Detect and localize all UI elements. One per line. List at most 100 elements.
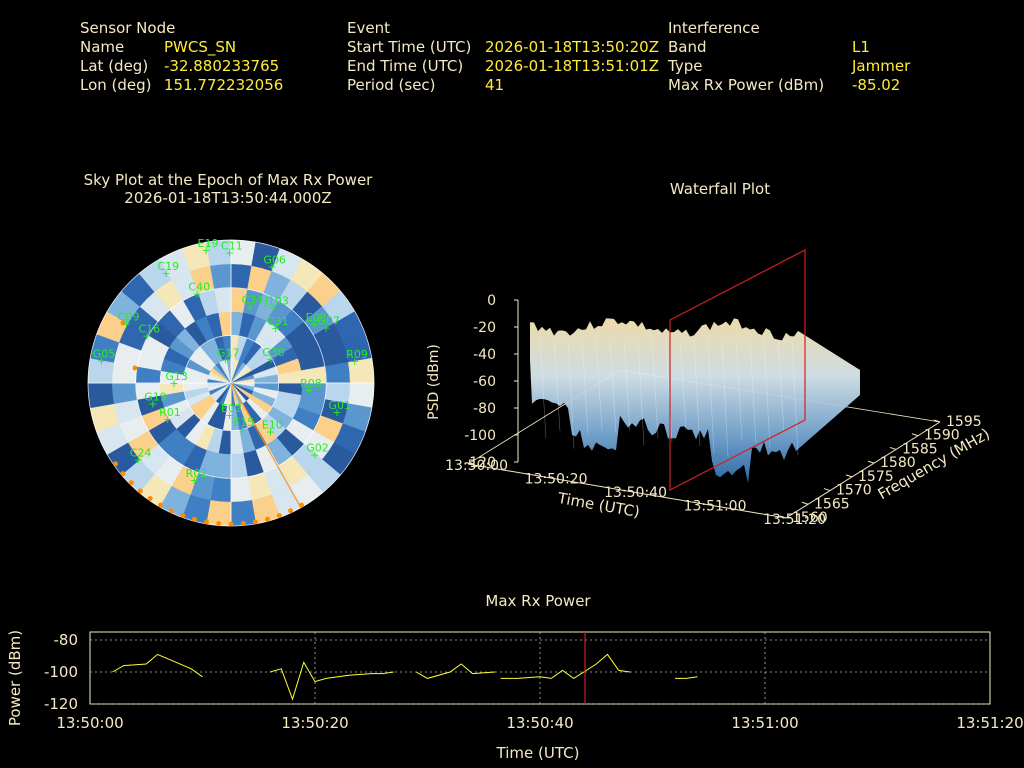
- sky-cell: [87, 382, 114, 409]
- interference-row: Band L1: [668, 38, 968, 57]
- satellite-id: C31: [267, 315, 289, 328]
- satellite-plus: +: [304, 384, 313, 397]
- satellite-id: G30: [262, 346, 285, 359]
- sensor-node-row: Lon (deg) 151.772232056: [80, 76, 340, 95]
- sky-jammer-point: [120, 471, 126, 477]
- power-series-line: [500, 653, 631, 680]
- waterfall-z-tick-label: -80: [473, 401, 496, 417]
- waterfall-z-tick-label: -100: [464, 428, 496, 444]
- waterfall-ridge: [581, 339, 589, 434]
- waterfall-ridge: [539, 339, 547, 439]
- waterfall-ridge: [791, 339, 799, 456]
- power-chart-x-tick-label: 13:50:40: [506, 714, 573, 732]
- interference-value: Jammer: [852, 57, 911, 75]
- waterfall-ridge: [777, 339, 785, 433]
- waterfall-marker-plane: [669, 249, 806, 491]
- event-value: 2026-01-18T13:51:01Z: [485, 57, 659, 75]
- satellite-plus: +: [266, 353, 275, 366]
- sky-jammer-point: [120, 320, 126, 326]
- satellite-marker: +C11: [221, 240, 243, 260]
- jammer-direction-line: [230, 382, 302, 509]
- satellite-plus: +: [97, 354, 106, 367]
- event-row: End Time (UTC) 2026-01-18T13:51:01Z: [347, 57, 667, 76]
- waterfall-time-tick-label: 13:50:20: [525, 472, 588, 488]
- interference-row: Max Rx Power (dBm) -85.02: [668, 76, 968, 95]
- satellite-plus: +: [134, 454, 143, 467]
- waterfall-ridge: [567, 339, 575, 449]
- sky-jammer-point: [299, 502, 304, 508]
- satellite-plus: +: [350, 355, 359, 368]
- satellite-plus: +: [332, 406, 341, 419]
- waterfall-freq-tick: [779, 515, 787, 519]
- waterfall-z-tick-label: 0: [487, 293, 496, 309]
- satellite-id: E15: [233, 416, 254, 429]
- satellite-plus: +: [237, 423, 246, 436]
- satellite-plus: +: [169, 377, 178, 390]
- interference-label: Type: [668, 57, 703, 75]
- satellite-plus: +: [266, 426, 275, 439]
- waterfall-ridge: [637, 339, 645, 446]
- satellite-id: C16: [138, 322, 160, 335]
- satellite-plus: +: [271, 322, 280, 335]
- sky-jammer-point: [264, 516, 270, 522]
- power-series-line: [112, 653, 203, 678]
- satellite-id: E10: [262, 419, 283, 432]
- power-chart-x-tick-label: 13:51:20: [956, 714, 1023, 732]
- power-chart-y-label: Power (dBm): [6, 630, 24, 726]
- satellite-plus: +: [190, 474, 199, 487]
- event-header: Event: [347, 19, 390, 37]
- sky-jammer-point: [128, 480, 134, 486]
- satellite-plus: +: [310, 448, 319, 461]
- satellite-id: C24: [130, 447, 152, 460]
- satellite-id: G19: [144, 391, 167, 404]
- satellite-marker: +C19: [157, 260, 179, 280]
- sky-jammer-point: [132, 365, 138, 371]
- waterfall-ridge: [665, 339, 673, 444]
- interference-header: Interference: [668, 19, 760, 37]
- satellite-plus: +: [202, 244, 211, 257]
- satellite-marker: +G19: [144, 391, 167, 411]
- waterfall-freq-tick: [911, 433, 919, 437]
- sky-jammer-point: [180, 512, 186, 518]
- sky-jammer-point: [288, 508, 294, 514]
- satellite-marker: +E08: [306, 311, 327, 331]
- event-value: 2026-01-18T13:50:20Z: [485, 38, 659, 56]
- event-label: Period (sec): [347, 76, 436, 94]
- event-row: Start Time (UTC) 2026-01-18T13:50:20Z: [347, 38, 667, 57]
- sensor-node-value: 151.772232056: [164, 76, 284, 94]
- satellite-plus: +: [148, 398, 157, 411]
- satellite-id: C19: [157, 260, 179, 273]
- satellite-plus: +: [225, 409, 234, 422]
- waterfall-freq-tick: [845, 474, 853, 478]
- sensor-node-value: -32.880233765: [164, 57, 280, 75]
- waterfall-time-tick-label: 13:51:20: [763, 512, 826, 528]
- satellite-marker: +G17: [217, 347, 240, 367]
- skyplot-title: Sky Plot at the Epoch of Max Rx Power 20…: [28, 171, 428, 207]
- event-info: Event Start Time (UTC) 2026-01-18T13:50:2…: [347, 19, 667, 95]
- event-value: 41: [485, 76, 505, 94]
- sky-cell: [348, 382, 375, 409]
- waterfall-ridge: [679, 339, 687, 431]
- skyplot-title-line2: 2026-01-18T13:50:44.000Z: [124, 189, 332, 207]
- power-chart-y-tick-label: -100: [44, 663, 78, 681]
- sensor-node-info: Sensor Node Name PWCS_SN Lat (deg) -32.8802…: [80, 19, 340, 95]
- satellite-id: C40: [188, 280, 210, 293]
- satellite-marker: +J193: [264, 294, 289, 314]
- waterfall-ridge: [623, 339, 631, 431]
- sky-jammer-point: [137, 488, 143, 494]
- sky-jammer-point: [240, 520, 246, 526]
- satellite-plus: +: [192, 287, 201, 300]
- satellite-marker: +G02: [306, 441, 329, 461]
- satellite-marker: +R02: [186, 467, 208, 487]
- satellite-id: G17: [217, 347, 240, 360]
- satellite-plus: +: [310, 318, 319, 331]
- satellite-id: C09: [118, 310, 140, 323]
- sensor-node-value: PWCS_SN: [164, 38, 237, 56]
- skyplot-title-line1: Sky Plot at the Epoch of Max Rx Power: [83, 171, 373, 189]
- waterfall-ridge: [595, 339, 603, 431]
- sky-jammer-point: [276, 512, 282, 518]
- satellite-plus: +: [269, 301, 278, 314]
- waterfall-time-tick-label: 13:50:00: [445, 458, 508, 474]
- waterfall-ridge: [735, 339, 743, 441]
- sky-jammer-point: [252, 519, 258, 525]
